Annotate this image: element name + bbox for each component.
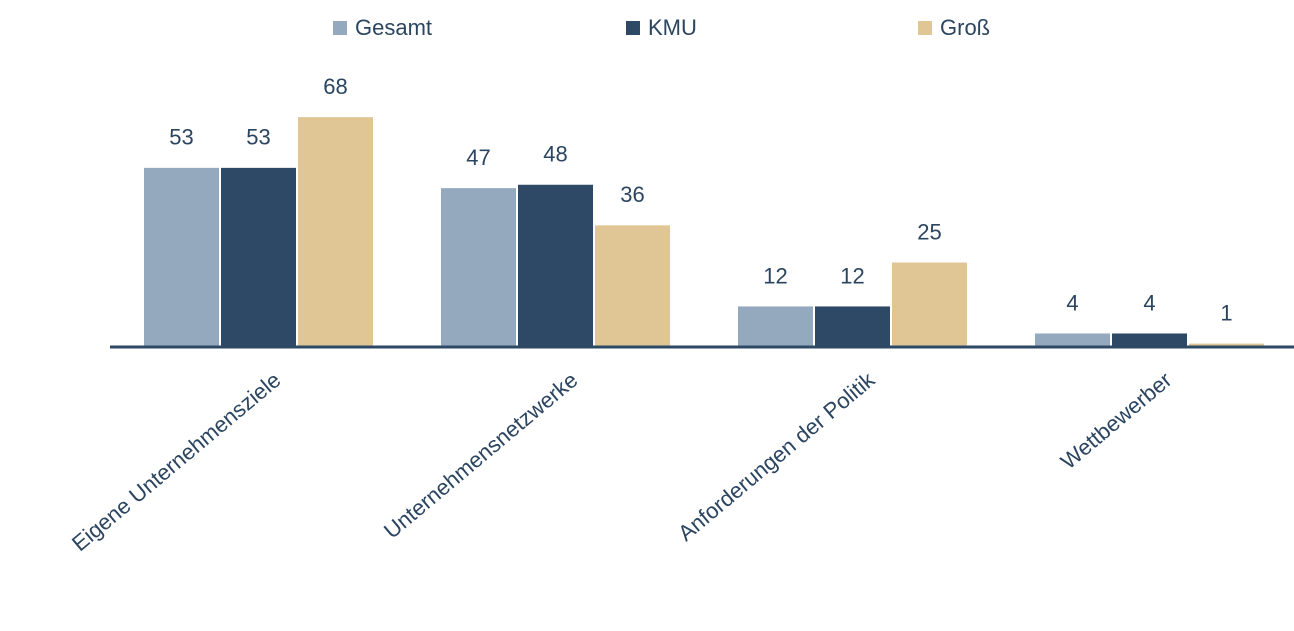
legend-swatch [626, 21, 640, 35]
value-label: 25 [917, 219, 941, 244]
value-label: 48 [543, 142, 567, 167]
bar [1112, 333, 1187, 347]
x-tick-label: Wettbewerber [1056, 367, 1177, 474]
value-label: 4 [1066, 290, 1078, 315]
legend-label: Groß [940, 15, 990, 40]
value-label: 53 [169, 125, 193, 150]
bar [595, 225, 670, 347]
legend-label: KMU [648, 15, 697, 40]
legend-label: Gesamt [355, 15, 432, 40]
bar [815, 306, 890, 347]
value-label: 1 [1220, 300, 1232, 325]
value-label: 4 [1143, 290, 1155, 315]
bar [441, 188, 516, 347]
value-label: 68 [323, 74, 347, 99]
value-label: 53 [246, 125, 270, 150]
value-label: 12 [763, 263, 787, 288]
legend-swatch [918, 21, 932, 35]
value-label: 47 [466, 145, 490, 170]
x-tick-label: Anforderungen der Politik [673, 366, 880, 545]
legend-swatch [333, 21, 347, 35]
bar [1189, 343, 1264, 347]
value-label: 36 [620, 182, 644, 207]
bar [221, 167, 296, 347]
bar [1035, 333, 1110, 347]
value-label: 12 [840, 263, 864, 288]
bar [892, 262, 967, 347]
bar [518, 184, 593, 347]
bar [738, 306, 813, 347]
bar [298, 117, 373, 347]
x-tick-label: Eigene Unternehmensziele [67, 367, 285, 556]
x-tick-label: Unternehmensnetzwerke [379, 367, 582, 543]
bar [144, 167, 219, 347]
